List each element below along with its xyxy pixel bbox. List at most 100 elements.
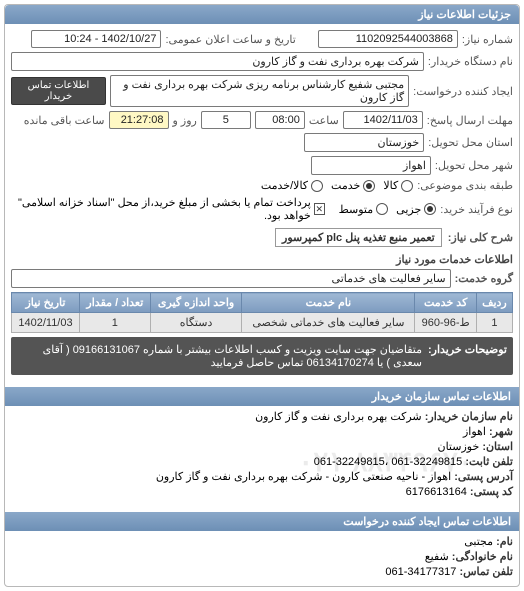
main-desc-field: تعمیر منبع تغذیه پنل plc کمپرسور bbox=[275, 228, 442, 247]
checkbox-treasury[interactable]: پرداخت تمام یا بخشی از مبلغ خرید،از محل … bbox=[11, 196, 325, 222]
panel-body: شماره نیاز: 1102092544003868 تاریخ و ساع… bbox=[5, 24, 519, 381]
radio-medium-circle bbox=[376, 203, 388, 215]
td-code: ط-96-960 bbox=[415, 313, 476, 333]
days-remain-field: 5 bbox=[201, 111, 251, 129]
radio-kala[interactable]: کالا bbox=[383, 179, 413, 192]
buyer-device-label: نام دستگاه خریدار: bbox=[428, 55, 513, 68]
buyer-device-field: شرکت بهره برداری نفت و گاز کارون bbox=[11, 52, 424, 71]
table-row: 1 ط-96-960 سایر فعالیت های خدماتی شخصی د… bbox=[12, 313, 513, 333]
time-label-1: ساعت bbox=[309, 114, 339, 127]
radio-medium[interactable]: متوسط bbox=[339, 203, 389, 216]
org-city-value: اهواز bbox=[463, 426, 486, 438]
td-name: سایر فعالیت های خدماتی شخصی bbox=[242, 313, 415, 333]
table-header-row: ردیف کد خدمت نام خدمت واحد اندازه گیری ت… bbox=[12, 293, 513, 313]
creator-phone-value: 34177317-061 bbox=[385, 566, 456, 578]
announce-field: 1402/10/27 - 10:24 bbox=[31, 30, 161, 48]
buyer-note-text: متقاضیان جهت سایت ویزیت و کسب اطلاعات بی… bbox=[17, 343, 422, 369]
radio-small-circle bbox=[424, 203, 436, 215]
th-unit: واحد اندازه گیری bbox=[150, 293, 242, 313]
contact-org-section: اطلاعات تماس سازمان خریدار نام سازمان خر… bbox=[5, 381, 519, 506]
need-no-label: شماره نیاز: bbox=[462, 33, 513, 46]
creator-family-value: شفیع bbox=[425, 551, 449, 563]
deadline-time-field: 08:00 bbox=[255, 111, 305, 129]
radio-kk-label: کالا/خدمت bbox=[261, 179, 308, 192]
org-post-code-label: کد پستی: bbox=[470, 486, 513, 498]
checkbox-treasury-label: پرداخت تمام یا بخشی از مبلغ خرید،از محل … bbox=[11, 196, 311, 222]
th-code: کد خدمت bbox=[415, 293, 476, 313]
radio-khadmat-circle bbox=[363, 180, 375, 192]
checkbox-treasury-box bbox=[314, 203, 325, 215]
province-label: استان محل تحویل: bbox=[428, 136, 513, 149]
creator-phone-label: تلفن تماس: bbox=[459, 566, 513, 578]
announce-label: تاریخ و ساعت اعلان عمومی: bbox=[165, 33, 295, 46]
row-city: شهر محل تحویل: اهواز bbox=[11, 156, 513, 175]
buyer-note-box: توضیحات خریدار: متقاضیان جهت سایت ویزیت … bbox=[11, 337, 513, 375]
radio-medium-label: متوسط bbox=[339, 203, 374, 216]
days-label: روز و bbox=[173, 114, 197, 127]
row-deadline: مهلت ارسال پاسخ: تا تاریخ: 1402/11/03 سا… bbox=[11, 111, 513, 129]
line-org-post-addr: آدرس پستی: اهواز - ناحیه صنعتی کارون - ش… bbox=[11, 470, 513, 483]
radio-kala-label: کالا bbox=[383, 179, 398, 192]
org-phone-label: تلفن ثابت: bbox=[465, 456, 513, 468]
requester-field: مجتبی شفیع کارشناس برنامه ریزی شرکت بهره… bbox=[110, 75, 409, 107]
province-field: خوزستان bbox=[304, 133, 424, 152]
row-province: استان محل تحویل: خوزستان bbox=[11, 133, 513, 152]
deadline-date-field: 1402/11/03 bbox=[343, 111, 423, 129]
line-creator-phone: تلفن تماس: 34177317-061 bbox=[11, 565, 513, 578]
org-phone-value: 32249815-061 ،32249815-061 bbox=[314, 456, 463, 468]
process-radio-group: جزیی متوسط bbox=[339, 203, 437, 216]
th-name: نام خدمت bbox=[242, 293, 415, 313]
th-qty: تعداد / مقدار bbox=[79, 293, 150, 313]
contact-org-title: اطلاعات تماس سازمان خریدار bbox=[5, 387, 519, 406]
th-date: تاریخ نیاز bbox=[12, 293, 80, 313]
contact-info-button[interactable]: اطلاعات تماس خریدار bbox=[11, 77, 106, 105]
line-org-post-code: کد پستی: 6176613164 bbox=[11, 485, 513, 498]
row-main-desc: شرح کلی نیاز: تعمیر منبع تغذیه پنل plc ک… bbox=[11, 228, 513, 247]
deadline-label: مهلت ارسال پاسخ: bbox=[427, 114, 513, 127]
line-org-phone: تلفن ثابت: 32249815-061 ،32249815-061 bbox=[11, 455, 513, 468]
details-panel: جزئیات اطلاعات نیاز شماره نیاز: 11020925… bbox=[4, 4, 520, 587]
creator-family-label: نام خانوادگی: bbox=[452, 551, 513, 563]
org-post-addr-label: آدرس پستی: bbox=[454, 471, 513, 483]
org-province-value: خوزستان bbox=[437, 441, 479, 453]
subject-group-label: طبقه بندی موضوعی: bbox=[417, 179, 513, 192]
td-unit: دستگاه bbox=[150, 313, 242, 333]
radio-kala-khadmat[interactable]: کالا/خدمت bbox=[261, 179, 323, 192]
city-field: اهواز bbox=[311, 156, 431, 175]
remain-label: ساعت باقی مانده bbox=[24, 114, 105, 127]
org-buyer-value: شرکت بهره برداری نفت و گاز کارون bbox=[255, 411, 422, 423]
org-post-addr-value: اهواز - ناحیه صنعتی کارون - شرکت بهره بر… bbox=[156, 471, 451, 483]
panel-title: جزئیات اطلاعات نیاز bbox=[5, 5, 519, 24]
row-need-no: شماره نیاز: 1102092544003868 تاریخ و ساع… bbox=[11, 30, 513, 48]
radio-khadmat[interactable]: خدمت bbox=[331, 179, 375, 192]
td-qty: 1 bbox=[79, 313, 150, 333]
radio-khadmat-label: خدمت bbox=[331, 179, 360, 192]
radio-small[interactable]: جزیی bbox=[396, 203, 436, 216]
service-group-field: سایر فعالیت های خدماتی bbox=[11, 269, 451, 288]
row-process-type: نوع فرآیند خرید: جزیی متوسط پرداخت تمام … bbox=[11, 196, 513, 222]
line-creator-name: نام: مجتبی bbox=[11, 535, 513, 548]
service-group-label: گروه خدمت: bbox=[455, 272, 513, 285]
need-no-field: 1102092544003868 bbox=[318, 30, 458, 48]
radio-small-label: جزیی bbox=[396, 203, 421, 216]
line-org-buyer: نام سازمان خریدار: شرکت بهره برداری نفت … bbox=[11, 410, 513, 423]
requester-label: ایجاد کننده درخواست: bbox=[413, 85, 513, 98]
contact-creator-title: اطلاعات تماس ایجاد کننده درخواست bbox=[5, 512, 519, 531]
creator-name-label: نام: bbox=[496, 536, 513, 548]
buyer-note-label: توضیحات خریدار: bbox=[428, 343, 507, 369]
org-buyer-label: نام سازمان خریدار: bbox=[425, 411, 513, 423]
line-org-province: استان: خوزستان bbox=[11, 440, 513, 453]
remain-time-field: 21:27:08 bbox=[109, 111, 169, 129]
process-type-label: نوع فرآیند خرید: bbox=[440, 203, 513, 216]
td-date: 1402/11/03 bbox=[12, 313, 80, 333]
org-province-label: استان: bbox=[482, 441, 513, 453]
row-requester: ایجاد کننده درخواست: مجتبی شفیع کارشناس … bbox=[11, 75, 513, 107]
td-row: 1 bbox=[476, 313, 512, 333]
radio-kk-circle bbox=[311, 180, 323, 192]
radio-kala-circle bbox=[401, 180, 413, 192]
th-row: ردیف bbox=[476, 293, 512, 313]
row-subject-group: طبقه بندی موضوعی: کالا خدمت کالا/خدمت bbox=[11, 179, 513, 192]
org-post-code-value: 6176613164 bbox=[406, 486, 467, 498]
services-table: ردیف کد خدمت نام خدمت واحد اندازه گیری ت… bbox=[11, 292, 513, 333]
subject-radio-group: کالا خدمت کالا/خدمت bbox=[261, 179, 413, 192]
